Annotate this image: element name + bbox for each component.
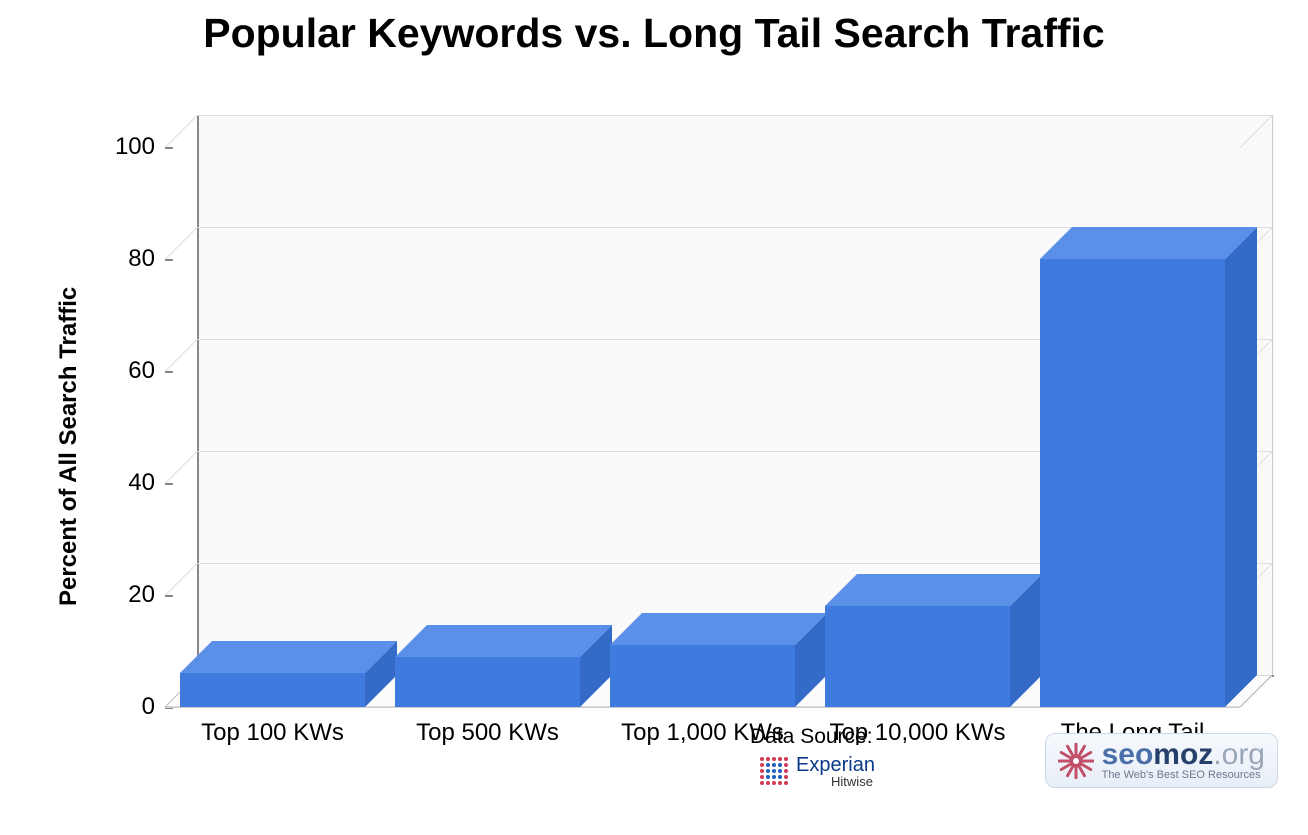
bar [610,645,795,707]
seomoz-brand-prefix: seo [1102,738,1154,771]
experian-dots-icon [760,757,790,787]
data-source-label: Data Source: [750,725,873,749]
seomoz-logo: seomoz.org The Web's Best SEO Resources [1045,733,1278,788]
bar [180,673,365,707]
y-axis-label: Percent of All Search Traffic [55,287,83,606]
seomoz-brand: seomoz.org [1102,740,1265,770]
seomoz-brand-tld: .org [1213,738,1265,771]
seomoz-brand-suffix: moz [1153,738,1213,771]
bars-group [165,147,1240,707]
seomoz-starburst-icon [1058,743,1094,779]
bar [1040,259,1225,707]
y-tick-label: 60 [128,357,165,385]
chart-area: 020406080100 Top 100 KWsTop 500 KWsTop 1… [0,57,1308,757]
y-tick-label: 20 [128,581,165,609]
bar [825,606,1010,707]
plot-area: 020406080100 Top 100 KWsTop 500 KWsTop 1… [165,147,1240,707]
seomoz-tagline: The Web's Best SEO Resources [1102,770,1265,781]
experian-line2: Hitwise [831,775,875,788]
bar [395,657,580,707]
y-tick-label: 40 [128,469,165,497]
experian-line1: Experian [796,755,875,775]
y-tick-label: 0 [142,693,165,721]
credits-area: Data Source: Experian Hitwise seomoz.org… [0,725,1308,835]
experian-logo: Experian Hitwise [760,755,875,788]
y-tick-label: 80 [128,245,165,273]
chart-title: Popular Keywords vs. Long Tail Search Tr… [0,0,1308,57]
y-tick-label: 100 [115,133,165,161]
